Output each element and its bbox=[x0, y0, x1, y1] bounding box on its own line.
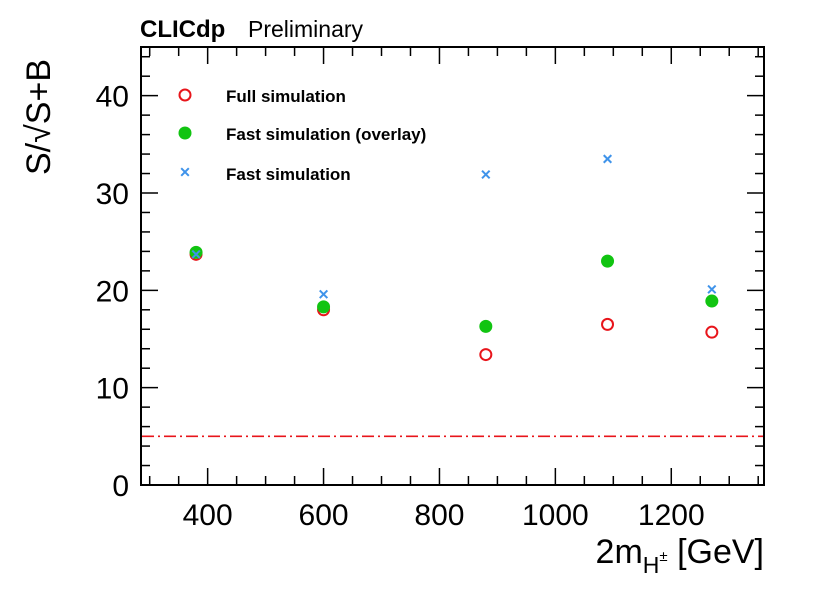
x-axis-title: 2mH± [GeV] bbox=[596, 533, 764, 578]
y-tick-label: 10 bbox=[96, 373, 129, 406]
x-tick-label: 1000 bbox=[522, 499, 589, 532]
y-axis-title: S/√S+B bbox=[20, 59, 58, 175]
point-cross-stroke-b bbox=[603, 154, 613, 164]
point-open-circle bbox=[705, 325, 719, 339]
point-filled-circle bbox=[317, 300, 331, 314]
x-tick-label: 400 bbox=[183, 499, 233, 532]
legend-marker-full bbox=[178, 88, 192, 102]
legend-entry-overlay: Fast simulation (overlay) bbox=[178, 125, 426, 144]
y-tick-label: 30 bbox=[96, 178, 129, 211]
x-tick-label: 600 bbox=[299, 499, 349, 532]
point-cross bbox=[481, 169, 491, 180]
data-points bbox=[189, 154, 719, 362]
point-cross bbox=[319, 289, 329, 299]
point-cross-stroke-b bbox=[319, 289, 329, 299]
legend-label-overlay: Fast simulation (overlay) bbox=[226, 125, 426, 144]
y-tick-label: 0 bbox=[112, 470, 129, 503]
point-filled-circle bbox=[705, 294, 719, 308]
legend-label-fast: Fast simulation bbox=[226, 165, 351, 184]
point-cross-stroke-b bbox=[481, 169, 491, 180]
point-cross-stroke-b bbox=[191, 249, 201, 259]
legend-entry-full: Full simulation bbox=[178, 87, 346, 106]
point-filled-circle bbox=[601, 254, 615, 268]
point-open-circle bbox=[601, 317, 615, 331]
y-tick-label: 40 bbox=[96, 81, 129, 114]
point-filled-circle bbox=[479, 319, 493, 333]
point-cross bbox=[707, 284, 717, 294]
x-tick-label: 800 bbox=[414, 499, 464, 532]
y-tick-label: 20 bbox=[96, 275, 129, 308]
point-filled-circle bbox=[189, 245, 203, 259]
brand-label: CLICdp bbox=[140, 16, 225, 43]
point-cross-stroke-b bbox=[707, 284, 717, 294]
point-cross bbox=[191, 249, 201, 259]
legend: Full simulation Fast simulation (overlay… bbox=[178, 87, 426, 184]
legend-entry-fast: Fast simulation bbox=[180, 165, 351, 184]
legend-marker-fast bbox=[180, 167, 190, 177]
legend-marker-overlay bbox=[178, 126, 192, 140]
plot-frame bbox=[140, 46, 765, 486]
status-label: Preliminary bbox=[248, 16, 364, 42]
tick-labels: 400 600 800 1000 1200 0 10 20 30 40 bbox=[96, 81, 705, 532]
axis-ticks bbox=[141, 47, 764, 486]
point-open-circle bbox=[479, 348, 493, 362]
legend-cross-stroke-b bbox=[180, 167, 190, 177]
legend-label-full: Full simulation bbox=[226, 87, 346, 106]
point-cross bbox=[603, 154, 613, 164]
legend-cross bbox=[180, 167, 190, 177]
x-tick-label: 1200 bbox=[638, 499, 705, 532]
